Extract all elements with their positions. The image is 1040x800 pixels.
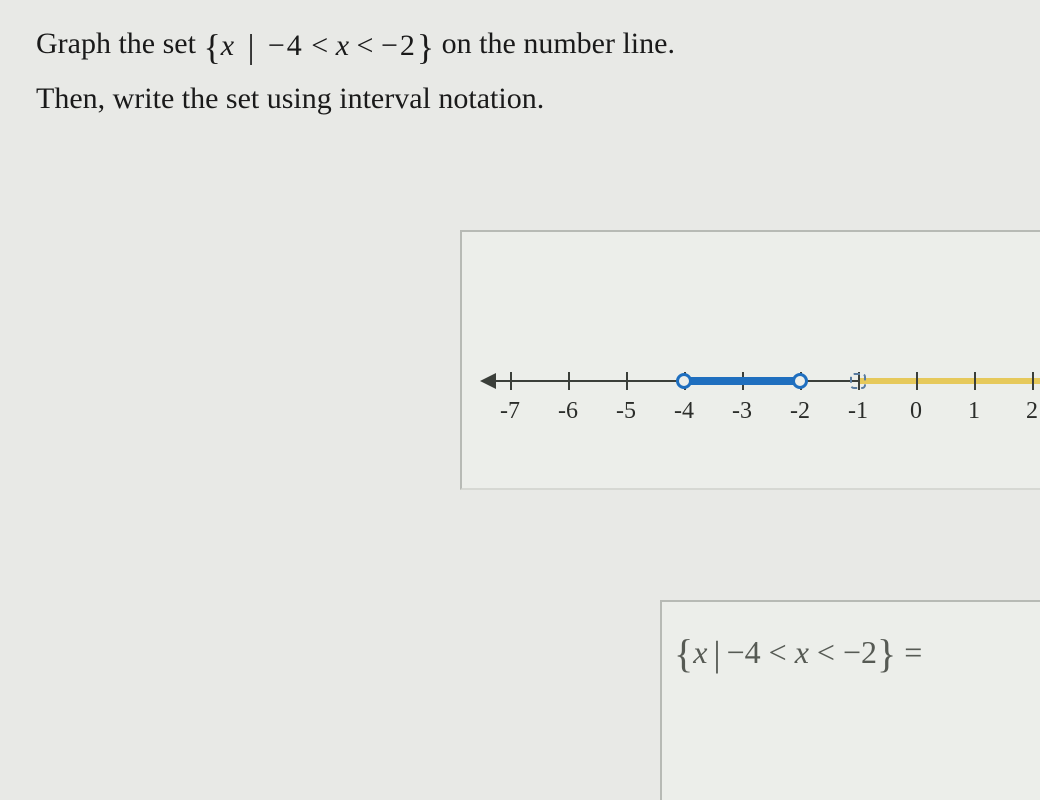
ans-open-brace: {	[674, 631, 693, 676]
tick	[510, 372, 512, 390]
tick-label: -3	[732, 398, 752, 425]
tick-label: -7	[500, 398, 520, 425]
numberline[interactable]: -7 -6 -5 -4 -3 -2 -1 0 1 2	[482, 360, 1040, 450]
question-suffix: on the number line.	[442, 27, 675, 60]
set-rhs: −2	[381, 29, 417, 62]
ans-close-brace: }	[877, 631, 896, 676]
tick-label: -5	[616, 398, 636, 425]
tick-label: 1	[968, 398, 980, 425]
ghost-marker[interactable]	[850, 373, 866, 389]
ans-lt1: <	[769, 634, 787, 670]
tick-label: 2	[1026, 398, 1038, 425]
tick-label: 0	[910, 398, 922, 425]
ans-equals: =	[904, 634, 922, 670]
tick	[974, 372, 976, 390]
tick	[626, 372, 628, 390]
question-block: Graph the set {x | −4 < x < −2} on the n…	[36, 20, 1020, 122]
tick-label: -1	[848, 398, 868, 425]
ans-neg4: −4	[727, 634, 761, 670]
set-midvar: x	[336, 29, 349, 62]
ans-neg2: −2	[843, 634, 877, 670]
tick	[1032, 372, 1034, 390]
ans-xvar: x	[795, 634, 809, 670]
arrow-left-icon	[480, 373, 496, 389]
tick	[568, 372, 570, 390]
set-lt2: <	[357, 29, 374, 62]
ans-lt2: <	[817, 634, 835, 670]
tick-label: -4	[674, 398, 694, 425]
highlight-segment	[858, 378, 1040, 384]
question-line-1: Graph the set {x | −4 < x < −2} on the n…	[36, 20, 1020, 76]
ans-bar: |	[713, 634, 720, 674]
question-line-2: Then, write the set using interval notat…	[36, 76, 1020, 123]
open-endpoint-left[interactable]	[676, 373, 692, 389]
ans-var: x	[693, 634, 707, 670]
open-endpoint-right[interactable]	[792, 373, 808, 389]
answer-panel[interactable]: {x|−4 < x < −2} =	[660, 600, 1040, 800]
interval-segment[interactable]	[684, 377, 800, 385]
question-prefix: Graph the set	[36, 27, 203, 60]
set-var: x	[221, 29, 234, 62]
answer-expression: {x|−4 < x < −2} =	[674, 630, 1028, 677]
tick-label: -2	[790, 398, 810, 425]
set-lt1: <	[311, 29, 328, 62]
set-open-brace: {	[203, 27, 220, 67]
set-lhs: −4	[268, 29, 304, 62]
tick	[916, 372, 918, 390]
numberline-panel[interactable]: -7 -6 -5 -4 -3 -2 -1 0 1 2	[460, 230, 1040, 490]
tick-label: -6	[558, 398, 578, 425]
set-close-brace: }	[417, 27, 434, 67]
set-bar: |	[248, 29, 255, 66]
